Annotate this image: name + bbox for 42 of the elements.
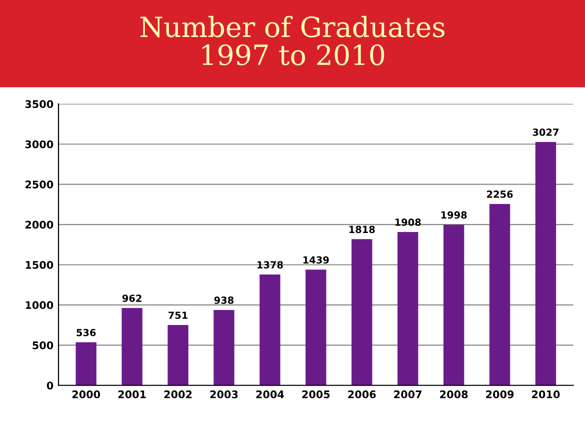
data-label: 536 bbox=[76, 328, 96, 336]
bar bbox=[76, 342, 96, 386]
data-label: 1818 bbox=[349, 226, 375, 234]
data-label: 751 bbox=[168, 312, 188, 319]
y-tick-label: 0 bbox=[46, 382, 54, 390]
bar bbox=[352, 239, 372, 386]
x-tick-label: 2004 bbox=[256, 390, 284, 398]
data-label: 962 bbox=[122, 294, 142, 302]
y-tick-label: 3000 bbox=[25, 140, 54, 148]
x-tick-label: 2009 bbox=[486, 390, 514, 398]
x-tick-label: 2006 bbox=[348, 390, 376, 398]
bar bbox=[306, 270, 326, 386]
x-tick-label: 2010 bbox=[532, 390, 560, 398]
bar bbox=[535, 142, 556, 386]
data-label: 938 bbox=[214, 296, 234, 304]
bar bbox=[168, 324, 188, 386]
data-label: 1439 bbox=[303, 256, 329, 264]
y-tick-label: 2000 bbox=[25, 220, 54, 229]
x-tick-label: 2000 bbox=[72, 390, 100, 398]
bar bbox=[443, 224, 464, 386]
data-label: 1998 bbox=[441, 211, 467, 219]
bar bbox=[260, 274, 280, 386]
x-tick-label: 2002 bbox=[164, 390, 192, 398]
x-tick-label: 2003 bbox=[210, 390, 238, 398]
bar bbox=[489, 204, 510, 386]
y-tick-label: 1500 bbox=[26, 260, 54, 269]
x-tick-label: 2007 bbox=[394, 390, 422, 398]
data-label: 3027 bbox=[532, 128, 558, 136]
data-label: 2256 bbox=[486, 190, 513, 198]
data-label: 1378 bbox=[258, 261, 283, 269]
bar bbox=[214, 310, 234, 386]
x-tick-label: 2008 bbox=[440, 390, 468, 398]
y-tick-label: 3500 bbox=[25, 100, 54, 108]
y-tick-label: 500 bbox=[32, 341, 54, 350]
y-tick-label: 2500 bbox=[25, 180, 54, 188]
chart-title: Number of Graduates 1997 to 2010 bbox=[140, 16, 444, 66]
y-tick-label: 1000 bbox=[26, 301, 54, 310]
bar bbox=[397, 232, 418, 386]
x-tick-label: 2005 bbox=[302, 390, 330, 398]
bar bbox=[122, 308, 142, 386]
data-label: 1908 bbox=[395, 218, 421, 226]
x-tick-label: 2001 bbox=[118, 390, 146, 398]
